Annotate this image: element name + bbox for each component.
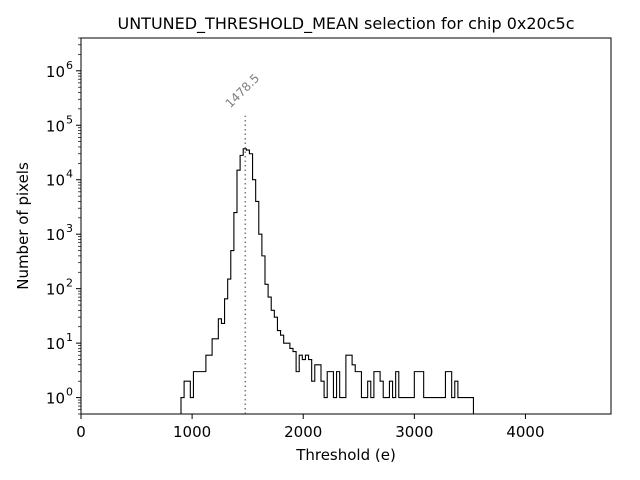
y-tick-exponent: 3 bbox=[66, 222, 73, 235]
y-tick-exponent: 0 bbox=[66, 386, 73, 399]
x-tick-label: 0 bbox=[76, 423, 86, 441]
y-axis-label: Number of pixels bbox=[14, 162, 32, 290]
y-tick-label: 10 bbox=[46, 117, 65, 135]
x-tick-label: 3000 bbox=[395, 423, 433, 441]
x-axis-label: Threshold (e) bbox=[295, 446, 396, 464]
x-tick-label: 1000 bbox=[173, 423, 211, 441]
y-tick-exponent: 5 bbox=[66, 113, 73, 126]
y-tick-label: 10 bbox=[46, 335, 65, 353]
histogram-step-line bbox=[180, 148, 474, 414]
y-tick-label: 10 bbox=[46, 390, 65, 408]
chart-title: UNTUNED_THRESHOLD_MEAN selection for chi… bbox=[117, 14, 574, 34]
mean-marker-label: 1478.5 bbox=[223, 71, 263, 111]
plot-frame bbox=[80, 37, 612, 415]
x-tick-label: 2000 bbox=[284, 423, 322, 441]
x-axis: 0 1000 2000 3000 4000 bbox=[76, 414, 545, 441]
y-tick-exponent: 6 bbox=[66, 59, 73, 72]
y-tick-exponent: 2 bbox=[66, 277, 73, 290]
y-tick-label: 10 bbox=[46, 226, 65, 244]
y-tick-label: 10 bbox=[46, 281, 65, 299]
y-tick-exponent: 1 bbox=[66, 331, 73, 344]
y-tick-exponent: 4 bbox=[66, 168, 73, 181]
y-tick-label: 10 bbox=[46, 172, 65, 190]
x-tick-label: 4000 bbox=[506, 423, 544, 441]
y-tick-label: 10 bbox=[46, 63, 65, 81]
